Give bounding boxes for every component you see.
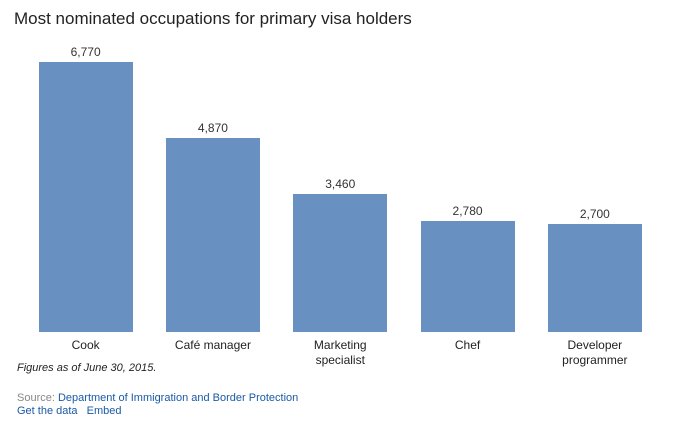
note: Figures as of June 30, 2015.	[17, 362, 157, 374]
bar	[547, 224, 642, 332]
bar	[165, 137, 260, 332]
links: Get the data Embed	[17, 405, 127, 417]
bar	[293, 194, 388, 332]
bar	[38, 62, 133, 332]
embed-link[interactable]: Embed	[86, 405, 122, 417]
x-tick-label: Marketing specialist	[313, 338, 367, 367]
value-label: 4,870	[197, 120, 228, 135]
bar	[420, 221, 515, 332]
get-data-link[interactable]: Get the data	[17, 405, 78, 417]
value-label: 2,700	[579, 207, 610, 222]
source: Source: Department of Immigration and Bo…	[17, 392, 304, 404]
source-label: Source:	[17, 392, 55, 404]
x-tick-label: Chef	[454, 338, 481, 352]
source-link[interactable]: Department of Immigration and Border Pro…	[57, 392, 299, 404]
value-label: 2,780	[452, 204, 483, 219]
x-tick-label: Café manager	[174, 338, 251, 352]
x-tick-label: Developer programmer	[562, 338, 628, 367]
chart-title: Most nominated occupations for primary v…	[14, 9, 412, 28]
value-label: 6,770	[70, 45, 101, 59]
x-tick-label: Cook	[71, 338, 100, 352]
value-label: 3,460	[325, 177, 356, 191]
